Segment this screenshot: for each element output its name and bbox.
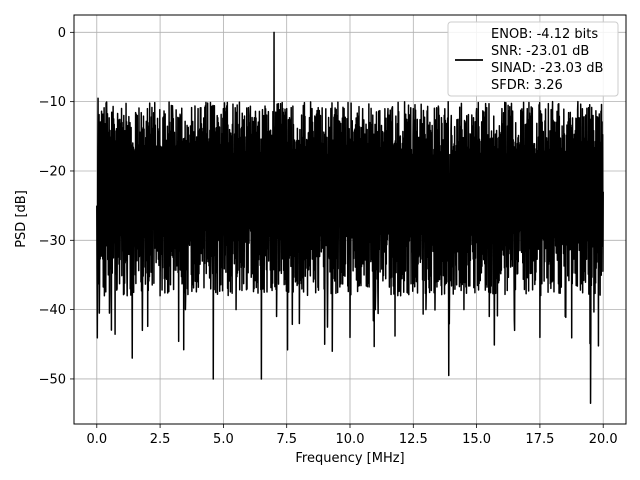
y-axis-title: PSD [dB] — [14, 190, 29, 248]
legend-box — [447, 21, 619, 97]
x-tick-label: 17.5 — [525, 432, 554, 447]
y-axis-ticks: 0 −10 −20 −30 −40 −50 — [39, 26, 74, 387]
x-axis-title: Frequency [MHz] — [295, 451, 404, 466]
y-tick-label: −40 — [39, 303, 66, 318]
x-tick-label: 12.5 — [399, 432, 428, 447]
x-tick-label: 10.0 — [336, 432, 365, 447]
psd-series-line — [96, 31, 604, 404]
x-axis-ticks: 0.0 2.5 5.0 7.5 10.0 12.5 15.0 17.5 20.0 — [86, 424, 618, 447]
x-tick-label: 15.0 — [462, 432, 491, 447]
y-tick-label: −10 — [39, 95, 66, 110]
x-tick-label: 20.0 — [589, 432, 618, 447]
y-tick-label: 0 — [58, 26, 66, 41]
x-tick-label: 5.0 — [213, 432, 234, 447]
legend-sinad: SINAD: -23.03 dB — [491, 61, 603, 76]
x-tick-label: 2.5 — [150, 432, 171, 447]
legend-enob: ENOB: -4.12 bits — [491, 27, 598, 42]
legend-snr: SNR: -23.01 dB — [491, 44, 589, 59]
y-tick-label: −20 — [39, 164, 66, 179]
plot-area — [96, 31, 604, 404]
legend: ENOB: -4.12 bits SNR: -23.01 dB SINAD: -… — [447, 21, 619, 97]
x-tick-label: 7.5 — [276, 432, 297, 447]
y-tick-label: −30 — [39, 234, 66, 249]
y-tick-label: −50 — [39, 372, 66, 387]
legend-sfdr: SFDR: 3.26 — [491, 78, 563, 93]
x-tick-label: 0.0 — [86, 432, 107, 447]
